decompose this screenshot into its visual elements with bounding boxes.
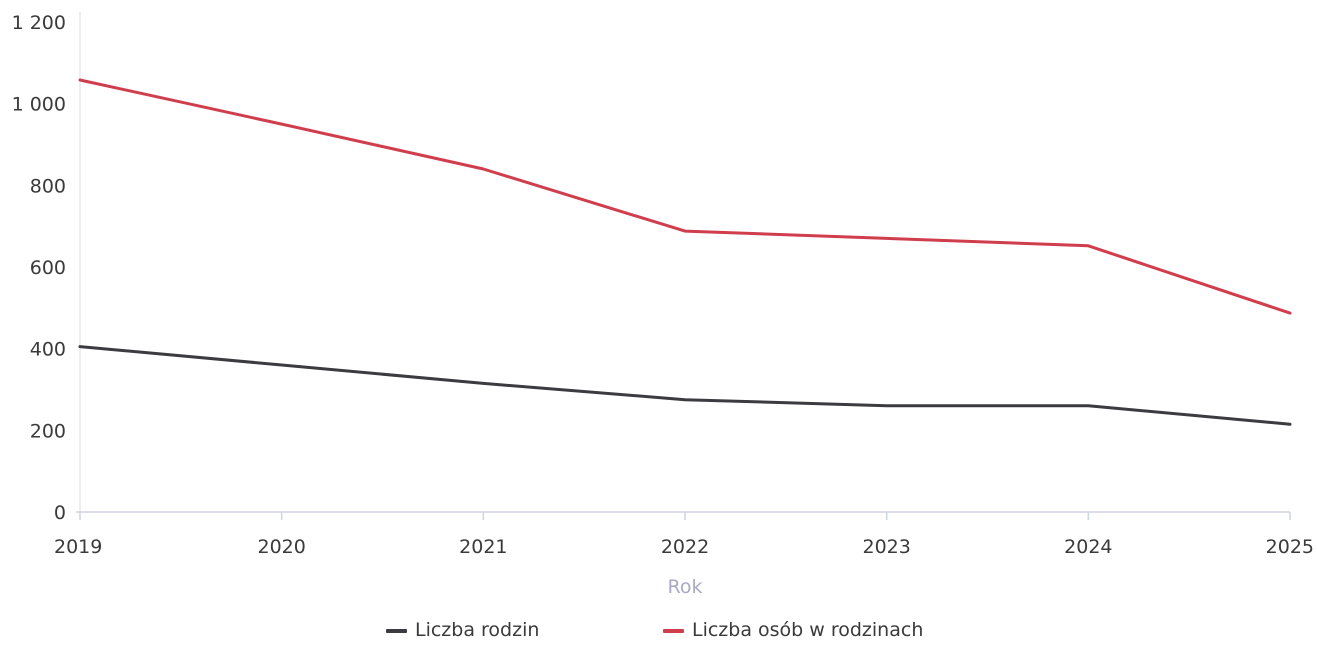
y-tick-label: 0 xyxy=(54,502,66,524)
x-tick-label: 2019 xyxy=(54,536,102,558)
x-tick-label: 2024 xyxy=(1064,536,1112,558)
y-tick-label: 800 xyxy=(30,175,66,197)
series-line-1 xyxy=(78,345,1292,426)
legend: Liczba rodzin Liczba osób w rodzinach xyxy=(386,619,923,641)
legend-label: Liczba osób w rodzinach xyxy=(692,619,923,641)
legend-item[interactable]: Liczba rodzin xyxy=(386,619,539,641)
x-tick-label: 2022 xyxy=(661,536,709,558)
x-tick-label: 2023 xyxy=(862,536,910,558)
y-axis: 0 200 400 600 800 1 000 1 200 xyxy=(12,12,81,524)
x-tick-label: 2025 xyxy=(1266,536,1314,558)
series-line-2 xyxy=(78,78,1292,315)
y-tick-label: 1 200 xyxy=(12,12,66,34)
x-tick-label: 2021 xyxy=(459,536,507,558)
legend-swatch xyxy=(386,629,407,633)
y-tick-label: 1 000 xyxy=(12,94,66,116)
legend-label: Liczba rodzin xyxy=(415,619,539,641)
y-tick-label: 400 xyxy=(30,339,66,361)
legend-item[interactable]: Liczba osób w rodzinach xyxy=(663,619,923,641)
x-axis-title: Rok xyxy=(668,576,703,598)
x-tick-label: 2020 xyxy=(257,536,305,558)
x-axis: 2019 2020 2021 2022 2023 2024 2025 xyxy=(54,511,1314,558)
y-tick-label: 200 xyxy=(30,420,66,442)
legend-swatch xyxy=(663,629,684,633)
y-tick-label: 600 xyxy=(30,257,66,279)
series-lines xyxy=(78,78,1292,426)
